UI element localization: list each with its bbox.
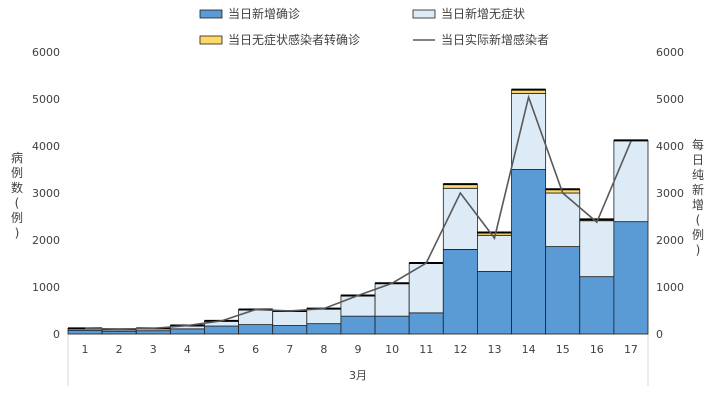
x-tick-label: 8 xyxy=(320,343,327,356)
y-right-title-char: 日 xyxy=(692,153,704,167)
x-tick-label: 3 xyxy=(150,343,157,356)
x-tick-label: 14 xyxy=(522,343,536,356)
bar-segment xyxy=(273,326,307,334)
bar-segment xyxy=(477,235,511,271)
bar-segment xyxy=(477,271,511,334)
y-right-title-char: ( xyxy=(696,213,701,227)
legend-swatch xyxy=(200,10,222,18)
x-tick-label: 9 xyxy=(355,343,362,356)
y-left-title-char: 例 xyxy=(11,166,23,180)
y-left-title-char: 例 xyxy=(11,211,23,225)
y-right-title-char: 例 xyxy=(692,228,704,242)
y-left-title-char: 数 xyxy=(11,180,23,195)
x-tick-label: 7 xyxy=(286,343,293,356)
bar-segment xyxy=(546,193,580,247)
x-tick-label: 16 xyxy=(590,343,604,356)
y-right-tick-label: 4000 xyxy=(656,140,684,153)
bar-segment xyxy=(443,249,477,334)
y-right-tick-label: 2000 xyxy=(656,234,684,247)
bar-segment xyxy=(239,325,273,334)
legend-swatch xyxy=(200,36,222,44)
bar-segment xyxy=(273,311,307,326)
y-right-tick-label: 0 xyxy=(656,328,663,341)
bar-segment xyxy=(307,324,341,334)
legend-label: 当日新增确诊 xyxy=(228,6,300,21)
x-tick-label: 6 xyxy=(252,343,259,356)
x-tick-label: 17 xyxy=(624,343,638,356)
legend-label: 当日新增无症状 xyxy=(441,6,525,21)
legend-swatch xyxy=(413,10,435,18)
y-left-tick-label: 0 xyxy=(53,328,60,341)
bar-segment xyxy=(512,170,546,335)
x-tick-label: 15 xyxy=(556,343,570,356)
bar-segment xyxy=(409,313,443,334)
bar-segment xyxy=(580,221,614,277)
bar-segment xyxy=(307,309,341,324)
x-tick-label: 10 xyxy=(385,343,399,356)
y-right-tick-label: 1000 xyxy=(656,281,684,294)
y-right-title-char: 每 xyxy=(692,137,704,152)
axes: 0 1000 2000 3000 4000 5000 6000 0 1000 2000 3000 40… xyxy=(32,46,684,386)
bar-segment xyxy=(68,330,102,334)
y-right-title-char: 新 xyxy=(692,182,704,197)
y-left-tick-label: 1000 xyxy=(32,281,60,294)
x-tick-label: 13 xyxy=(487,343,501,356)
bar-segment xyxy=(614,222,648,334)
bar-segment xyxy=(341,316,375,334)
bar-segment xyxy=(580,277,614,334)
x-tick-label: 4 xyxy=(184,343,191,356)
x-tick-label: 12 xyxy=(453,343,467,356)
bar-segment xyxy=(204,326,238,334)
bar-segment xyxy=(239,310,273,325)
bar-segment xyxy=(136,331,170,334)
y-right-tick-label: 6000 xyxy=(656,46,684,59)
y-right-tick-label: 3000 xyxy=(656,187,684,200)
y-right-title-char: ) xyxy=(696,243,701,257)
y-right-title-char: 纯 xyxy=(692,168,704,182)
y-left-title-char: ) xyxy=(15,226,20,240)
x-tick-label: 11 xyxy=(419,343,433,356)
bar-segment xyxy=(614,140,648,221)
x-tick-label: 2 xyxy=(116,343,123,356)
y-left-tick-label: 3000 xyxy=(32,187,60,200)
legend-label: 当日实际新增感染者 xyxy=(441,32,549,47)
y-left-title-char: 病 xyxy=(11,150,23,165)
y-right-tick-label: 5000 xyxy=(656,93,684,106)
bar-segment xyxy=(170,329,204,334)
y-left-tick-label: 2000 xyxy=(32,234,60,247)
y-left-tick-label: 5000 xyxy=(32,93,60,106)
y-right-title-char: 增 xyxy=(692,198,704,212)
bar-segment xyxy=(341,295,375,316)
bar-segment xyxy=(546,247,580,334)
x-group-label: 3月 xyxy=(349,369,367,382)
y-left-tick-label: 4000 xyxy=(32,140,60,153)
x-tick-label: 1 xyxy=(82,343,89,356)
x-tick-label: 5 xyxy=(218,343,225,356)
bar-segment xyxy=(102,331,136,334)
y-left-title-char: ( xyxy=(15,196,20,210)
legend-label: 当日无症状感染者转确诊 xyxy=(228,32,360,47)
y-left-tick-label: 6000 xyxy=(32,46,60,59)
bars xyxy=(68,90,648,334)
bar-segment xyxy=(375,316,409,334)
